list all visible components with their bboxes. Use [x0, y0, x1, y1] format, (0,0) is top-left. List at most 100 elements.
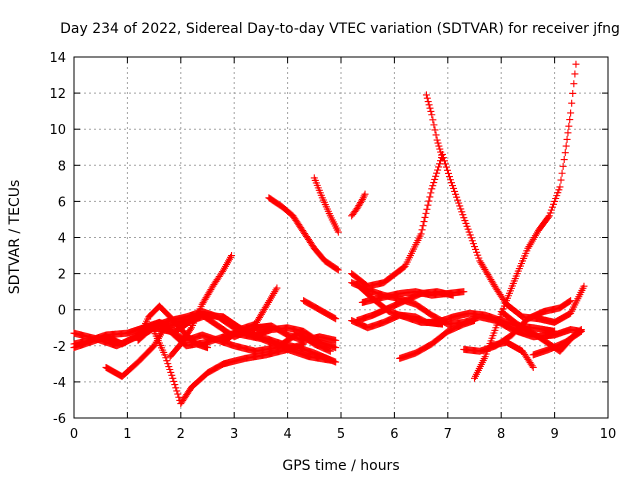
- series-s11: [310, 174, 342, 236]
- data-point: [332, 358, 340, 366]
- data-point: [463, 222, 471, 230]
- data-point: [420, 218, 428, 226]
- series-s15: [422, 91, 446, 162]
- data-point: [558, 169, 566, 177]
- x-tick-label: 9: [550, 427, 558, 442]
- data-point: [430, 179, 438, 187]
- series-s22: [471, 60, 580, 382]
- data-point: [332, 315, 340, 323]
- data-point: [557, 176, 565, 184]
- data-point: [332, 344, 340, 352]
- data-point: [544, 213, 552, 221]
- data-point: [354, 203, 362, 211]
- data-point: [457, 205, 465, 213]
- y-tick-label: 14: [49, 51, 66, 66]
- data-point: [553, 192, 561, 200]
- data-point: [554, 189, 562, 197]
- data-point: [204, 344, 211, 352]
- data-point: [529, 363, 537, 371]
- data-point: [565, 122, 573, 130]
- data-point: [548, 203, 556, 211]
- series-s9: [220, 284, 281, 346]
- data-point: [423, 94, 431, 102]
- data-point: [560, 156, 568, 164]
- data-point: [171, 381, 179, 389]
- data-point: [568, 99, 576, 107]
- y-tick-label: 10: [49, 123, 66, 138]
- data-point: [547, 206, 555, 214]
- data-point: [273, 284, 281, 292]
- data-point: [580, 282, 588, 290]
- data-point: [468, 237, 476, 245]
- data-point: [174, 390, 182, 398]
- y-tick-label: 4: [58, 232, 66, 247]
- y-tick-label: 6: [58, 195, 66, 210]
- data-point: [564, 129, 572, 137]
- data-point: [446, 176, 454, 184]
- x-tick-label: 10: [600, 427, 617, 442]
- data-point: [428, 111, 436, 119]
- x-tick-label: 0: [70, 427, 78, 442]
- data-point: [551, 197, 559, 205]
- data-point: [453, 193, 461, 201]
- data-point: [471, 317, 478, 325]
- y-axis-label: SDTVAR / TECUs: [7, 180, 23, 295]
- data-point: [421, 213, 429, 221]
- data-point: [461, 217, 469, 225]
- data-point: [445, 173, 453, 181]
- data-point: [435, 163, 443, 171]
- data-point: [571, 70, 579, 78]
- data-point: [164, 360, 172, 368]
- data-point: [441, 160, 449, 168]
- data-point: [555, 186, 563, 194]
- data-point: [334, 228, 342, 236]
- data-point: [429, 116, 437, 124]
- data-point: [561, 149, 569, 157]
- data-point: [452, 190, 460, 198]
- data-point: [170, 377, 178, 385]
- data-point: [355, 202, 363, 210]
- x-tick-label: 6: [390, 427, 398, 442]
- data-point: [173, 387, 181, 395]
- data-point: [430, 121, 438, 129]
- data-point: [424, 98, 432, 106]
- x-tick-label: 7: [444, 427, 452, 442]
- data-point: [431, 175, 439, 183]
- data-point: [435, 142, 443, 150]
- data-point: [436, 160, 444, 168]
- data-point: [572, 60, 580, 68]
- data-point: [473, 248, 481, 256]
- data-point: [569, 89, 577, 97]
- data-point: [570, 80, 578, 88]
- y-tick-label: 12: [49, 87, 66, 102]
- data-point: [436, 145, 444, 153]
- series-s8: [166, 252, 236, 361]
- y-tick-label: -4: [53, 376, 66, 391]
- data-point: [175, 393, 183, 401]
- y-tick-label: 0: [58, 304, 66, 319]
- data-point: [444, 169, 452, 177]
- data-point: [228, 252, 236, 260]
- data-point: [471, 243, 478, 251]
- series-s14: [348, 150, 588, 326]
- data-point: [431, 126, 439, 134]
- data-point: [187, 325, 195, 333]
- data-point: [426, 193, 434, 201]
- data-point: [425, 197, 433, 205]
- data-point: [433, 169, 441, 177]
- data-point: [433, 136, 441, 144]
- series-s26: [460, 297, 575, 355]
- data-point: [434, 166, 442, 174]
- data-point: [545, 212, 553, 220]
- data-point: [172, 384, 180, 392]
- data-point: [427, 189, 435, 197]
- data-point: [438, 154, 446, 162]
- y-tick-label: 8: [58, 159, 66, 174]
- data-point: [353, 205, 361, 213]
- data-point: [464, 225, 472, 233]
- data-point: [426, 104, 434, 112]
- data-point: [423, 205, 431, 213]
- data-point: [333, 265, 341, 273]
- data-point: [550, 200, 558, 208]
- data-point: [361, 190, 369, 198]
